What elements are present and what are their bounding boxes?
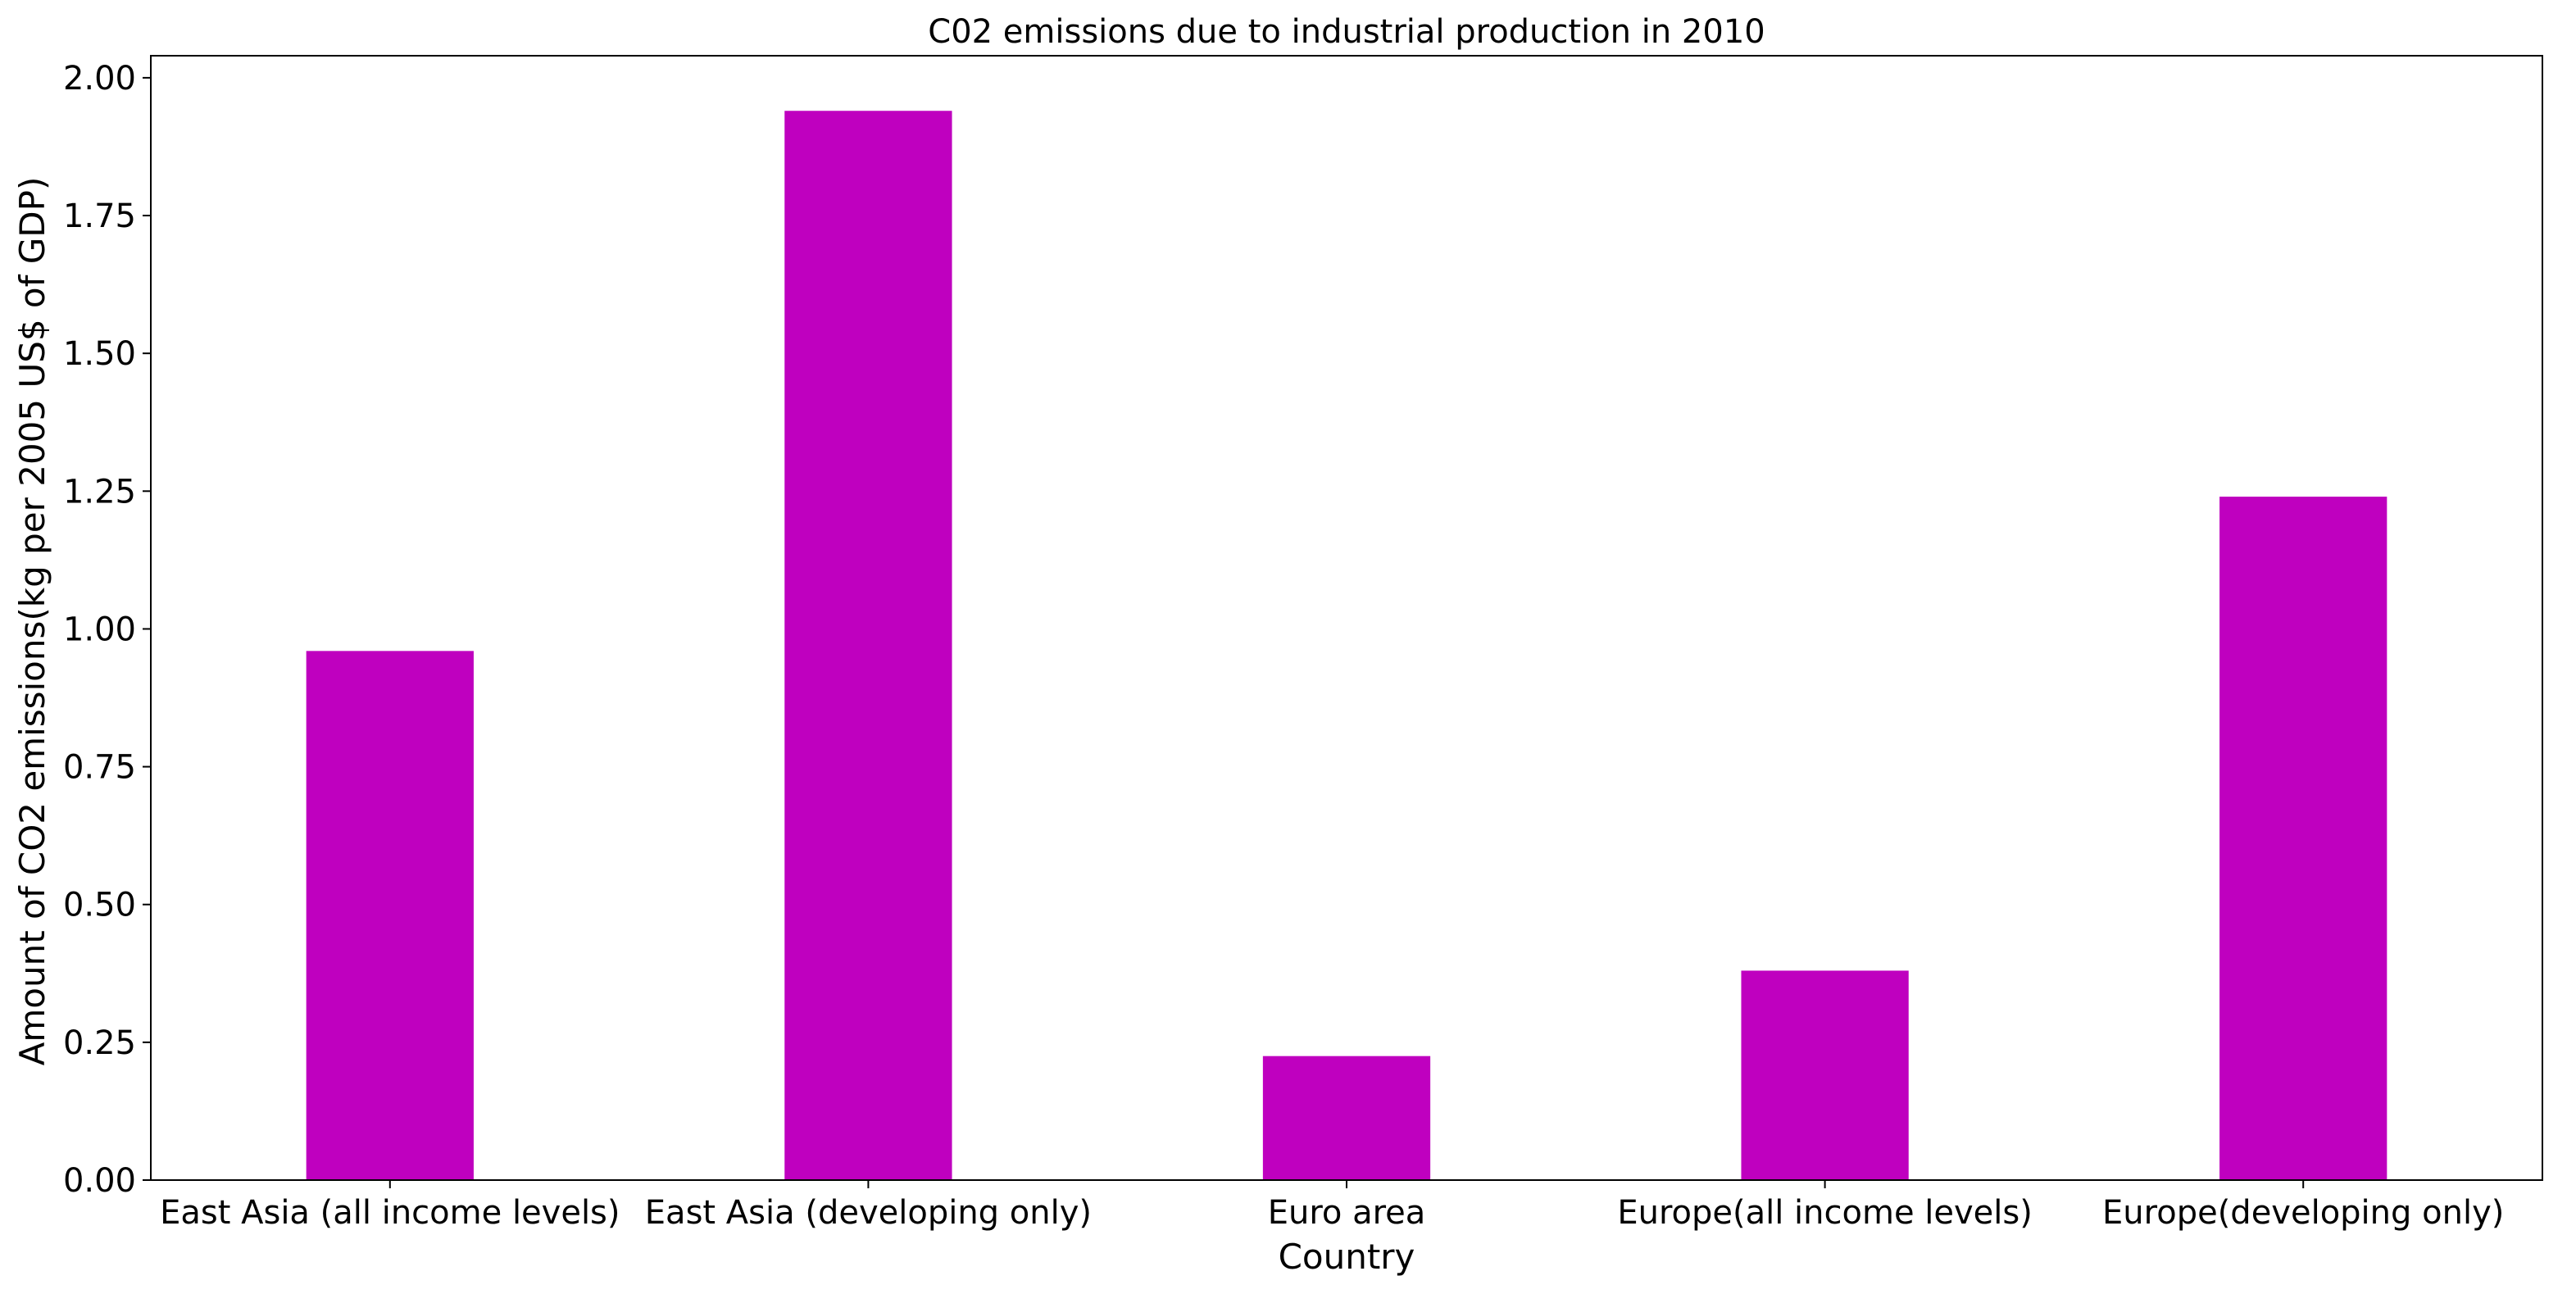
x-axis-label: Country [1279,1237,1415,1277]
bar [1741,970,1909,1180]
y-tick-label: 0.50 [63,887,136,924]
bar [784,111,952,1180]
chart-title: C02 emissions due to industrial producti… [928,13,1765,51]
y-tick-label: 0.75 [63,749,136,787]
bar [1262,1056,1431,1180]
x-tick-label: East Asia (all income levels) [160,1194,620,1232]
x-tick-label: East Asia (developing only) [645,1194,1092,1232]
y-tick-label: 0.00 [63,1162,136,1200]
y-tick-label: 1.50 [63,335,136,373]
y-tick-label: 1.75 [63,198,136,235]
plot-area: 0.00 0.25 0.50 0.75 1.00 1.25 1.50 1.75 2.00 East… [63,55,2543,1232]
x-tick-label: Europe(developing only) [2102,1194,2504,1232]
x-tick-label: Euro area [1268,1194,1426,1232]
bar [2219,497,2387,1180]
y-tick-label: 0.25 [63,1024,136,1062]
bar [306,651,474,1180]
y-tick-label: 2.00 [63,60,136,98]
x-tick-label: Europe(all income levels) [1617,1194,2033,1232]
y-tick-label: 1.00 [63,611,136,648]
y-tick-label: 1.25 [63,473,136,511]
plot-frame [150,55,2543,1181]
y-axis-label: Amount of CO2 emissions(kg per 2005 US$ … [12,177,52,1066]
